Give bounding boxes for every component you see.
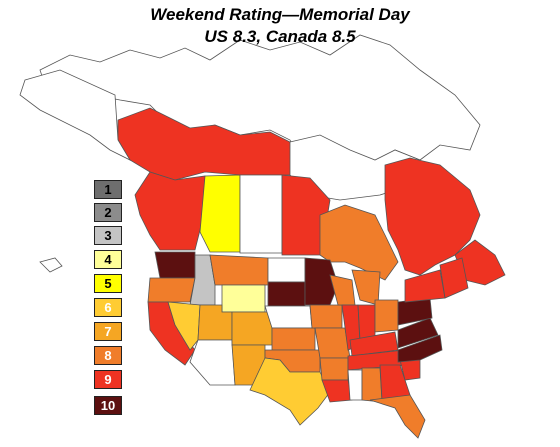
legend-item-2: 2 [94, 203, 122, 222]
nebraska [264, 305, 313, 329]
legend-item-7: 7 [94, 322, 122, 341]
new-england [439, 257, 469, 299]
legend-item-5: 5 [94, 274, 122, 293]
arkansas [319, 357, 349, 381]
arizona [189, 339, 236, 386]
alaska [19, 69, 132, 161]
quebec [384, 157, 481, 276]
indiana [357, 304, 376, 341]
map-title: Weekend Rating—Memorial Day [150, 5, 410, 24]
south-dakota [267, 281, 306, 307]
legend-item-3: 3 [94, 226, 122, 245]
north-carolina [397, 334, 443, 363]
hawaii [39, 257, 63, 273]
iowa [309, 304, 343, 329]
new-york [404, 269, 446, 303]
colorado [231, 311, 273, 346]
mississippi [347, 369, 363, 401]
alaska-hawaii [19, 69, 132, 273]
oregon [147, 277, 196, 303]
virginia [397, 317, 439, 349]
north-dakota [267, 257, 306, 283]
legend-item-9: 9 [94, 370, 122, 389]
legend-item-4: 4 [94, 250, 122, 269]
legend-item-8: 8 [94, 346, 122, 365]
alabama [361, 367, 383, 403]
washington [154, 251, 196, 279]
missouri [314, 327, 351, 359]
alberta [199, 174, 241, 253]
minnesota [304, 257, 339, 306]
kansas [271, 327, 316, 351]
united-states [147, 251, 469, 439]
title-block: Weekend Rating—Memorial Day US 8.3, Cana… [0, 4, 560, 48]
saskatchewan [239, 174, 283, 254]
wyoming [221, 284, 266, 313]
montana [209, 254, 269, 286]
legend-item-1: 1 [94, 180, 122, 199]
florida [369, 394, 426, 439]
louisiana [321, 379, 353, 403]
texas [249, 357, 331, 426]
map-subtitle: US 8.3, Canada 8.5 [204, 27, 356, 46]
legend-item-10: 10 [94, 396, 122, 415]
canada [39, 34, 506, 286]
wisconsin [329, 274, 356, 306]
british-columbia [134, 171, 206, 251]
ohio [374, 299, 399, 333]
legend-item-6: 6 [94, 298, 122, 317]
nevada [167, 301, 201, 351]
